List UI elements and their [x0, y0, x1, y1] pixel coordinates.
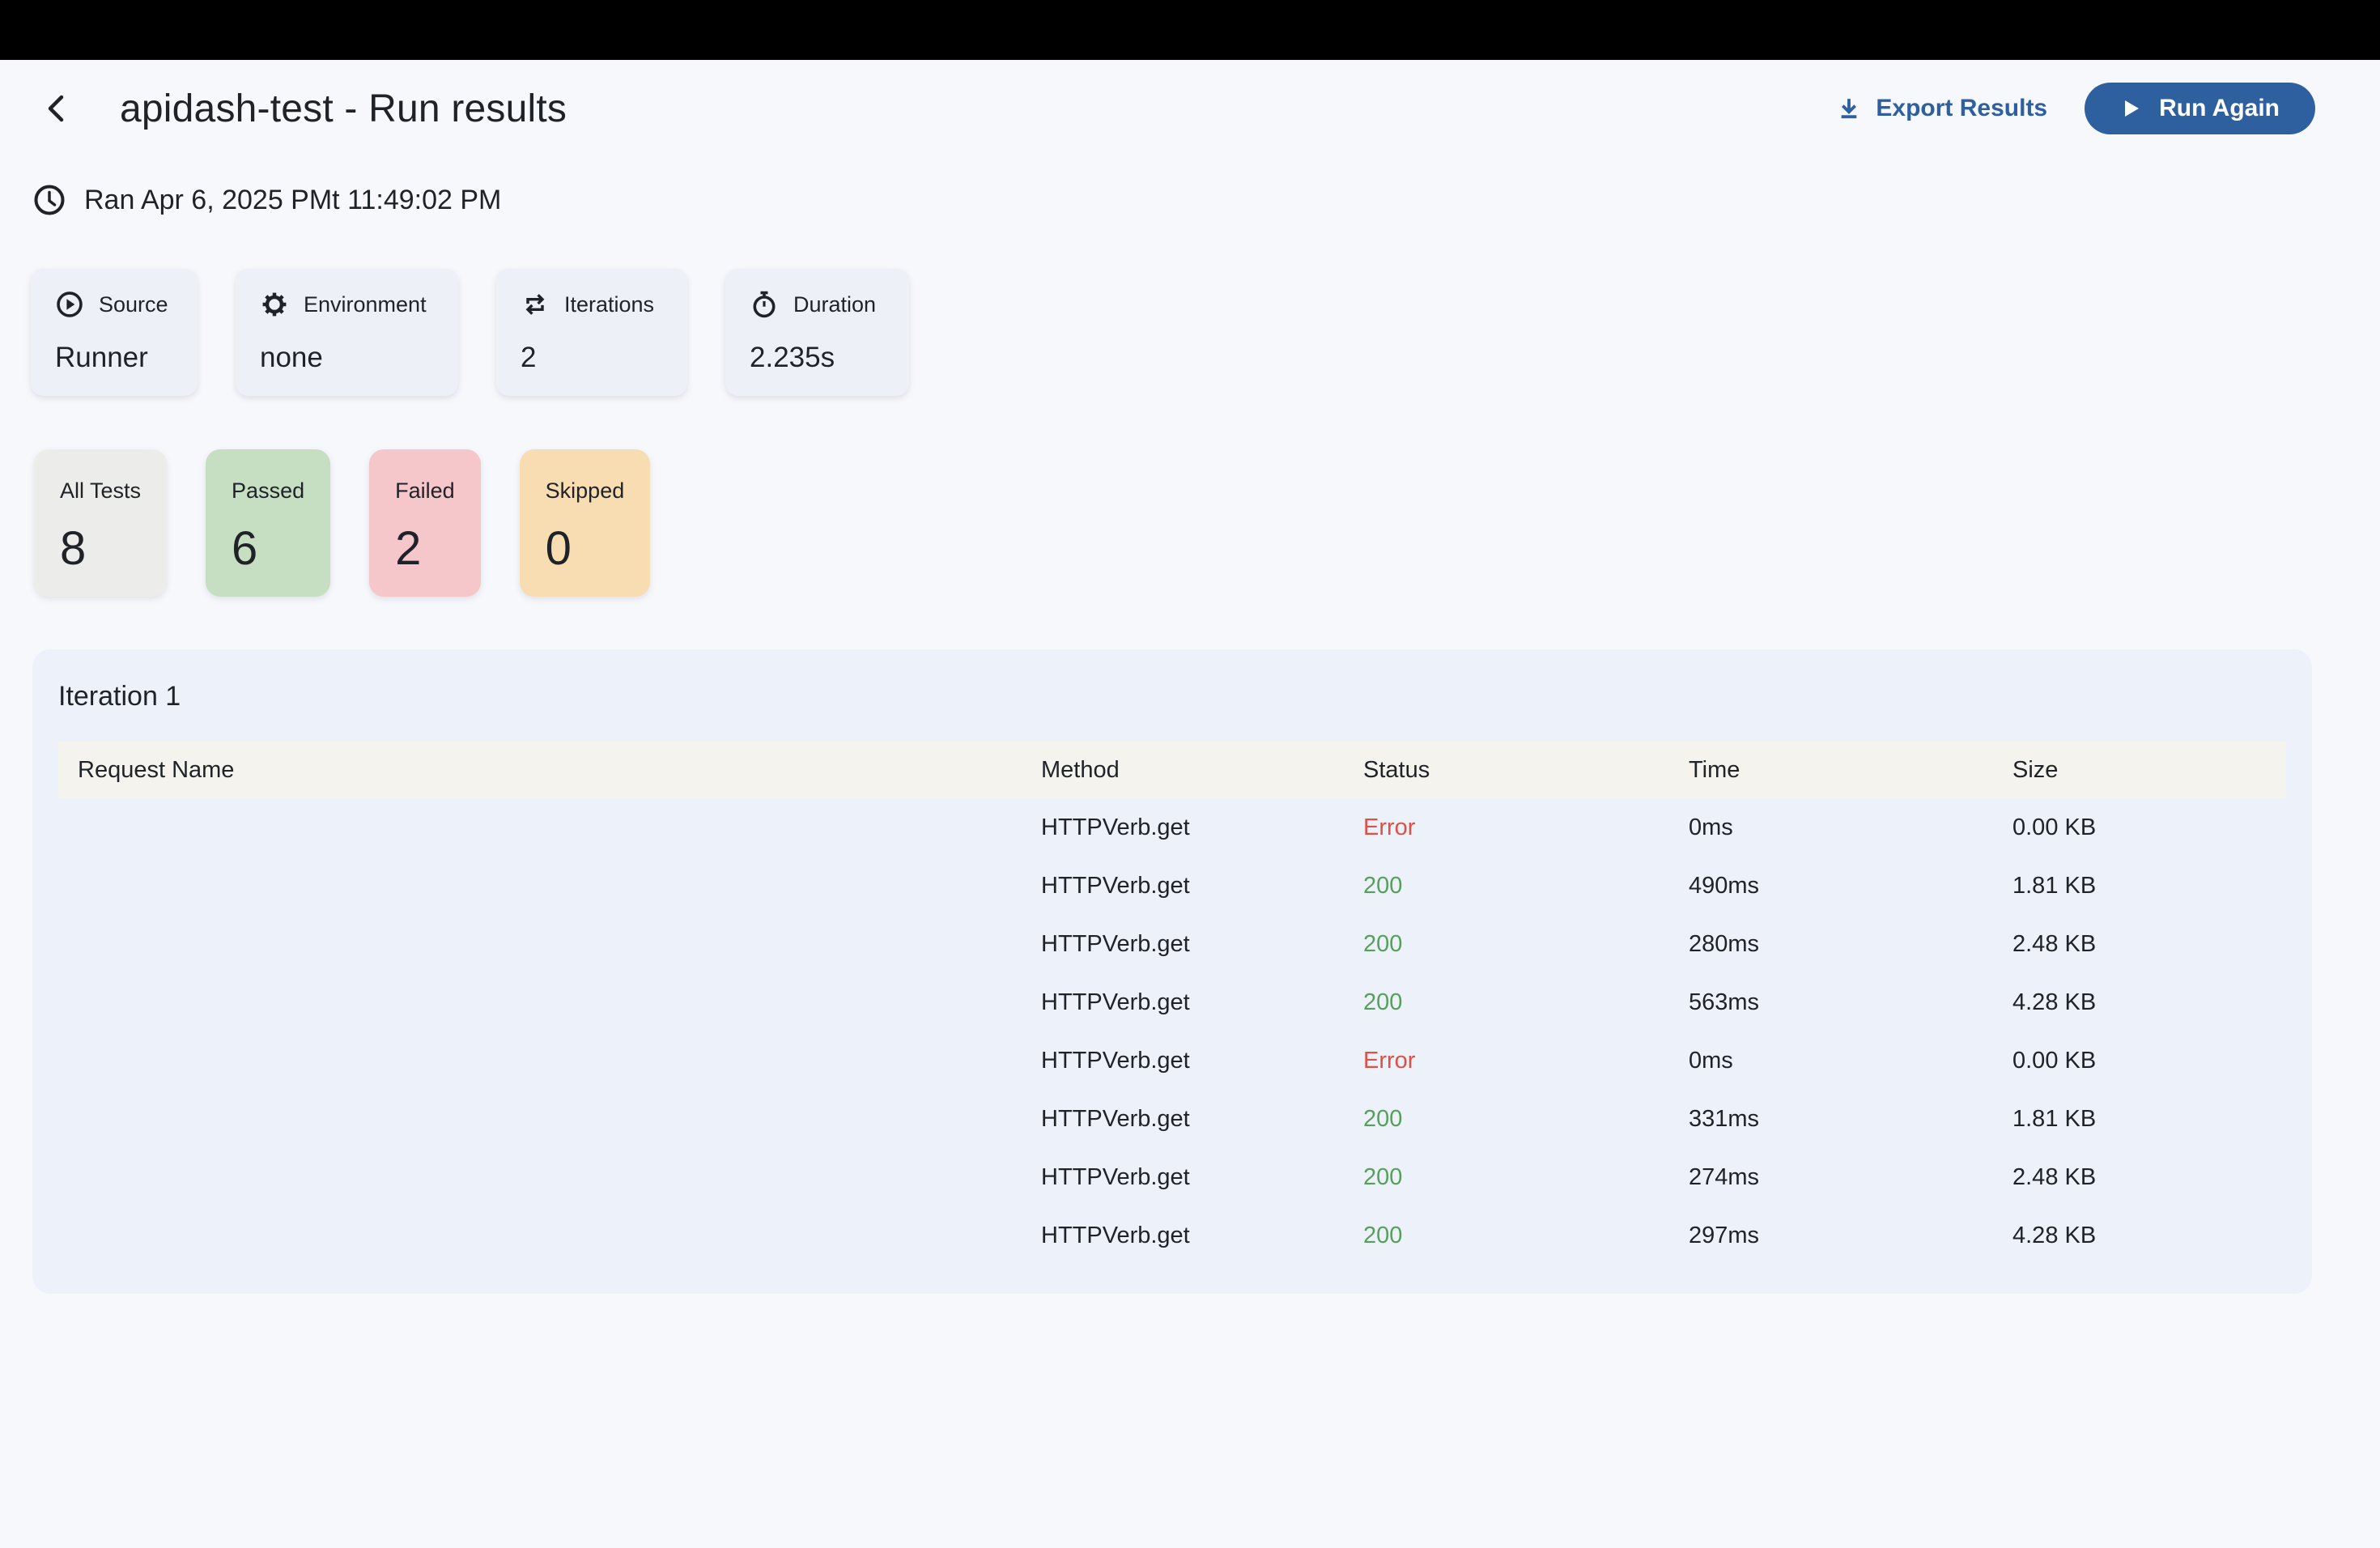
clock-icon — [32, 183, 66, 217]
run-again-label: Run Again — [2159, 95, 2280, 121]
cell-time: 297ms — [1689, 1222, 1760, 1248]
cell-time: 280ms — [1689, 930, 1760, 957]
cell-time: 0ms — [1689, 814, 1733, 840]
column-request-name: Request Name — [78, 756, 235, 783]
test-summary-cards: All Tests 8 Passed 6 Failed 2 Skipped 0 — [34, 449, 2380, 597]
passed-count: 6 — [232, 522, 258, 575]
repeat-icon — [521, 290, 550, 319]
iteration-title: Iteration 1 — [58, 681, 181, 712]
cell-method: HTTPVerb.get — [1041, 1047, 1190, 1074]
skipped-label: Skipped — [545, 478, 625, 503]
failed-label: Failed — [395, 478, 455, 503]
export-results-label: Export Results — [1876, 95, 2048, 121]
duration-card: Duration 2.235s — [725, 269, 909, 396]
failed-card: Failed 2 — [369, 449, 481, 597]
top-black-bar — [0, 0, 2380, 60]
cell-size: 4.28 KB — [2012, 989, 2097, 1015]
column-time: Time — [1689, 756, 1740, 783]
cell-size: 4.28 KB — [2012, 1222, 2097, 1248]
cell-time: 0ms — [1689, 1047, 1733, 1074]
table-row: HTTPVerb.get Error 0ms 0.00 KB — [58, 798, 2286, 857]
iterations-card-value: 2 — [521, 342, 537, 373]
all-tests-label: All Tests — [60, 478, 142, 503]
download-icon — [1835, 95, 1863, 122]
cell-status: 200 — [1363, 1163, 1403, 1190]
cell-method: HTTPVerb.get — [1041, 989, 1190, 1015]
cell-method: HTTPVerb.get — [1041, 930, 1190, 957]
cell-time: 274ms — [1689, 1163, 1760, 1190]
environment-card-value: none — [260, 342, 323, 373]
column-size: Size — [2012, 756, 2059, 783]
cell-time: 563ms — [1689, 989, 1760, 1015]
duration-card-value: 2.235s — [750, 342, 835, 373]
cell-size: 0.00 KB — [2012, 814, 2097, 840]
all-tests-card: All Tests 8 — [34, 449, 168, 597]
results-table-header: Request Name Method Status Time Size — [58, 742, 2286, 798]
environment-card: Environment none — [236, 269, 458, 396]
run-timestamp-text: Ran Apr 6, 2025 PMt 11:49:02 PM — [84, 184, 502, 215]
cell-method: HTTPVerb.get — [1041, 1222, 1190, 1248]
cell-status: 200 — [1363, 1105, 1403, 1132]
cell-status: 200 — [1363, 989, 1403, 1015]
failed-count: 2 — [395, 522, 422, 575]
cell-status: Error — [1363, 1047, 1416, 1074]
run-info-cards: Source Runner Environment none — [31, 269, 2380, 396]
column-status: Status — [1363, 756, 1430, 783]
page-header: apidash-test - Run results Export Result… — [0, 60, 2380, 157]
export-results-button[interactable]: Export Results — [1835, 95, 2047, 122]
table-row: HTTPVerb.get 200 490ms 1.81 KB — [58, 857, 2286, 915]
table-row: HTTPVerb.get 200 280ms 2.48 KB — [58, 915, 2286, 973]
cell-size: 0.00 KB — [2012, 1047, 2097, 1074]
duration-card-label: Duration — [793, 291, 877, 317]
chevron-left-icon — [39, 91, 74, 126]
passed-card: Passed 6 — [206, 449, 331, 597]
cell-method: HTTPVerb.get — [1041, 814, 1190, 840]
cell-method: HTTPVerb.get — [1041, 1163, 1190, 1190]
iterations-card: Iterations 2 — [496, 269, 687, 396]
environment-card-label: Environment — [304, 291, 427, 317]
cell-method: HTTPVerb.get — [1041, 1105, 1190, 1132]
iterations-card-label: Iterations — [564, 291, 655, 317]
table-row: HTTPVerb.get 200 274ms 2.48 KB — [58, 1148, 2286, 1206]
cell-status: Error — [1363, 814, 1416, 840]
source-card-label: Source — [99, 291, 168, 317]
cell-size: 1.81 KB — [2012, 1105, 2097, 1132]
run-again-button[interactable]: Run Again — [2085, 83, 2315, 134]
passed-label: Passed — [232, 478, 305, 503]
skipped-card: Skipped 0 — [519, 449, 651, 597]
cell-time: 490ms — [1689, 872, 1760, 899]
gear-icon — [260, 290, 289, 319]
cell-size: 2.48 KB — [2012, 1163, 2097, 1190]
play-icon — [2120, 98, 2141, 119]
cell-size: 2.48 KB — [2012, 930, 2097, 957]
stopwatch-icon — [750, 290, 779, 319]
cell-size: 1.81 KB — [2012, 872, 2097, 899]
back-button[interactable] — [34, 86, 79, 131]
cell-status: 200 — [1363, 872, 1403, 899]
run-timestamp: Ran Apr 6, 2025 PMt 11:49:02 PM — [32, 181, 2380, 219]
table-row: HTTPVerb.get 200 297ms 4.28 KB — [58, 1206, 2286, 1265]
iteration-results-panel: Iteration 1 Request Name Method Status T… — [32, 649, 2312, 1294]
table-row: HTTPVerb.get 200 331ms 1.81 KB — [58, 1090, 2286, 1148]
source-card-value: Runner — [55, 342, 148, 373]
cell-status: 200 — [1363, 1222, 1403, 1248]
cell-method: HTTPVerb.get — [1041, 872, 1190, 899]
results-table-body: HTTPVerb.get Error 0ms 0.00 KB HTTPVerb.… — [58, 798, 2286, 1265]
table-row: HTTPVerb.get 200 563ms 4.28 KB — [58, 973, 2286, 1031]
cell-time: 331ms — [1689, 1105, 1760, 1132]
table-row: HTTPVerb.get Error 0ms 0.00 KB — [58, 1031, 2286, 1090]
page-title: apidash-test - Run results — [120, 87, 567, 130]
column-method: Method — [1041, 756, 1120, 783]
cell-status: 200 — [1363, 930, 1403, 957]
skipped-count: 0 — [545, 522, 572, 575]
all-tests-count: 8 — [60, 522, 87, 575]
play-circle-icon — [55, 290, 84, 319]
source-card: Source Runner — [31, 269, 198, 396]
